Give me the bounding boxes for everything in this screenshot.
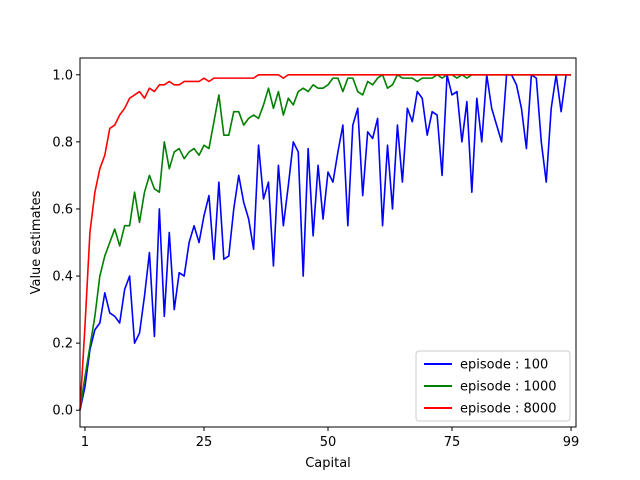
x-tick-label: 75: [444, 435, 461, 450]
legend-box: [415, 350, 571, 422]
y-axis-label: Value estimates: [29, 190, 44, 294]
legend-label-1: episode : 100: [460, 358, 548, 373]
x-axis-ticks: 1 25 50 75 99: [81, 427, 579, 450]
x-tick-label: 1: [81, 435, 89, 450]
x-axis-label: Capital: [305, 456, 351, 471]
x-tick-label: 50: [320, 435, 337, 450]
series-line-1: [79, 73, 572, 411]
y-tick-label: 0.6: [52, 202, 73, 217]
x-tick-label: 25: [196, 435, 213, 450]
legend-label-2: episode : 1000: [460, 380, 557, 395]
legend: episode : 100 episode : 1000 episode : 800…: [415, 350, 571, 422]
y-tick-label: 1.0: [52, 68, 73, 83]
x-tick-label: 99: [563, 435, 580, 450]
series-layer: [79, 73, 572, 411]
y-tick-label: 0.4: [52, 270, 73, 285]
y-tick-label: 0.0: [52, 404, 73, 419]
legend-label-3: episode : 8000: [460, 402, 557, 417]
y-axis-ticks: 0.0 0.2 0.4 0.6 0.8 1.0: [52, 68, 80, 419]
y-tick-label: 0.8: [52, 135, 73, 150]
series-line-3: [79, 73, 572, 411]
y-tick-label: 0.2: [52, 337, 73, 352]
